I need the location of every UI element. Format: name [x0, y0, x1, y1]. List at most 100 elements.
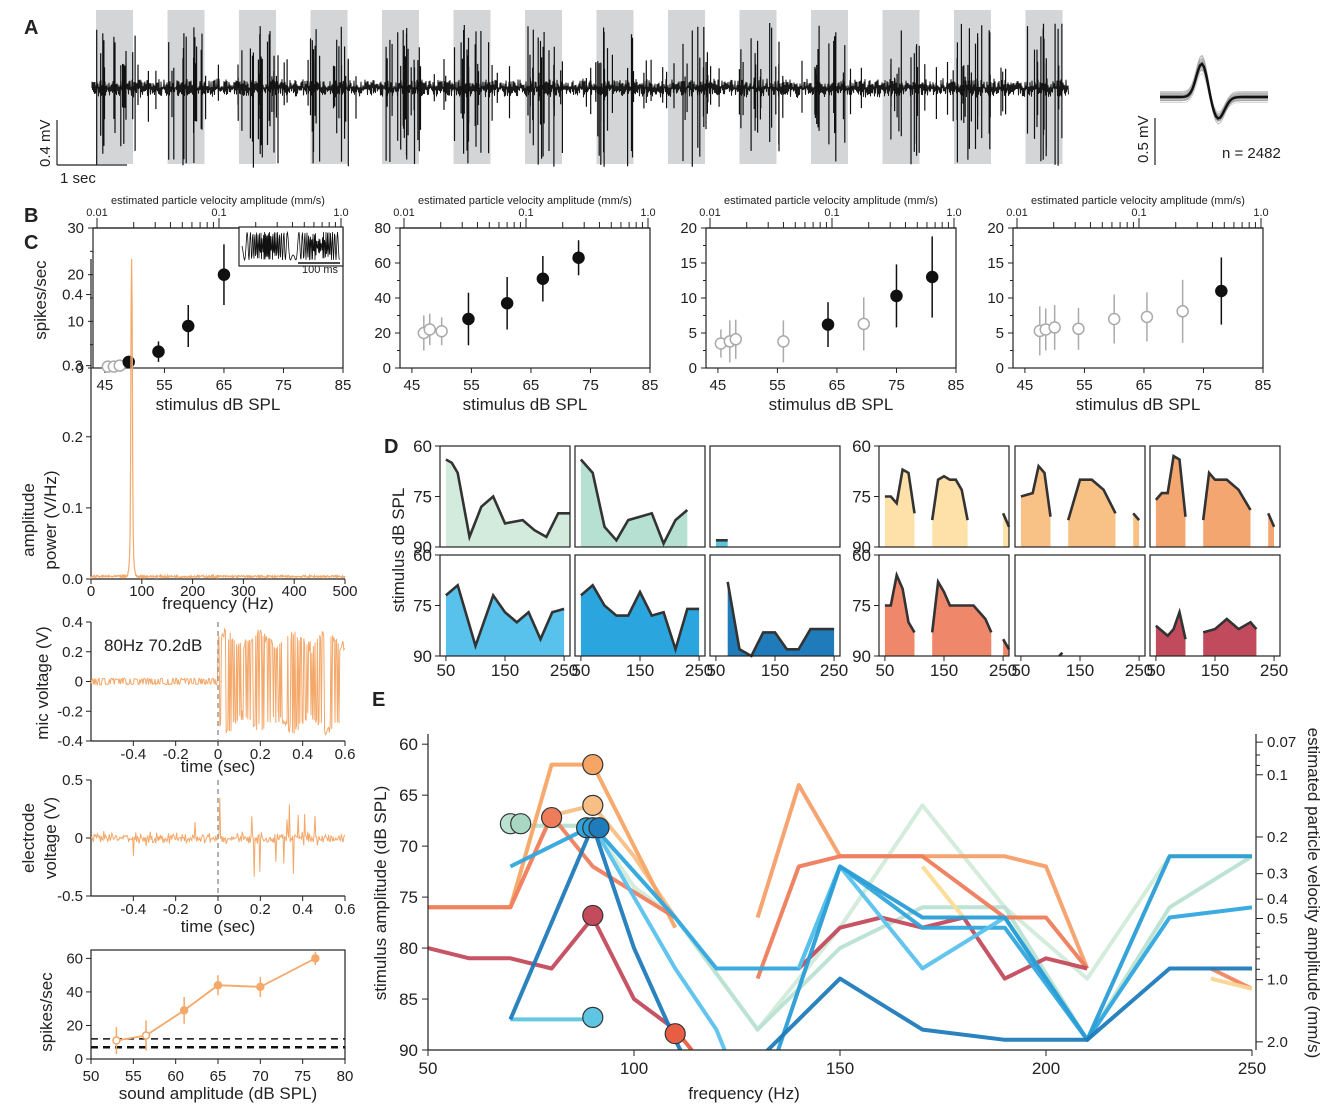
tuning-subplot: 50 150 250	[1011, 554, 1153, 680]
rate-ylabel: spikes/sec	[37, 972, 56, 1052]
y-tick-label: 0.1	[62, 500, 83, 517]
y-tick-label: 60	[413, 546, 432, 565]
x-tick-label: 75	[275, 377, 292, 394]
y-tick-label: 10	[680, 290, 697, 307]
rate-level-plot: 50 55 60 65 70 75 80 0 20 40 60	[66, 949, 353, 1085]
x-tick-label: 250	[1260, 661, 1288, 680]
y-tick-label: 60	[66, 950, 83, 967]
y-tick-label: 20	[680, 220, 697, 237]
e-ylabel: stimulus amplitude (dB SPL)	[371, 786, 390, 1000]
x-tick-label: 55	[125, 1068, 142, 1085]
mic-ylabel: mic voltage (V)	[33, 626, 52, 739]
y-tick-label: 90	[852, 538, 871, 557]
data-point	[217, 268, 231, 281]
data-point	[112, 1036, 121, 1045]
y-tick-label: 5	[689, 325, 697, 342]
tuning-series	[797, 915, 1088, 981]
tuning-line	[884, 467, 916, 514]
x-tick-label: 50	[419, 1059, 438, 1078]
y-tick-label: 90	[399, 1041, 418, 1060]
tuning-line	[1154, 454, 1187, 517]
tuning-line	[930, 474, 969, 521]
top-tick-label: 0.01	[1006, 207, 1027, 219]
x-tick-label: 45	[404, 377, 421, 394]
tuning-subplot: 50 150 250	[706, 554, 848, 680]
x-tick-label: 150	[826, 1059, 854, 1078]
x-tick-label: 75	[294, 1068, 311, 1085]
x-tick-label: 250	[1238, 1059, 1266, 1078]
wave-scale: 0.5 mV	[1135, 115, 1152, 163]
x-tick-label: 0	[214, 901, 222, 918]
y-tick-label: 15	[987, 255, 1004, 272]
y-tick-label: -0.5	[57, 888, 83, 905]
tuning-line	[1201, 469, 1252, 521]
data-point	[500, 297, 514, 310]
y-tick-label: 0	[996, 360, 1004, 377]
rate-line	[116, 957, 316, 1042]
x-tick-label: 50	[83, 1068, 100, 1085]
top-tick-label: 0.01	[393, 207, 414, 219]
e-xlabel: frequency (Hz)	[688, 1084, 799, 1103]
right-tick-label: 0.5	[1267, 911, 1288, 928]
x-tick-label: 85	[642, 377, 659, 394]
tuning-area	[715, 540, 728, 547]
x-tick-label: 150	[930, 661, 958, 680]
x-tick-label: 60	[167, 1068, 184, 1085]
top-tick-label: 1.0	[640, 207, 655, 219]
x-tick-label: 400	[282, 583, 307, 600]
y-tick-label: 90	[413, 538, 432, 557]
subplot-frame	[1014, 554, 1146, 657]
spike-waveform	[1160, 54, 1268, 125]
best-frequency-marker	[510, 813, 532, 835]
tuning-area	[884, 469, 915, 547]
scale-time: 1 sec	[60, 170, 96, 187]
data-point	[1215, 284, 1228, 298]
x-tick-label: 0.6	[335, 901, 356, 918]
best-frequency-marker	[664, 1023, 686, 1045]
x-tick-label: 65	[210, 1068, 227, 1085]
tuning-area	[1133, 513, 1140, 547]
tuning-area	[1068, 479, 1116, 547]
tuning-series	[765, 966, 1252, 1050]
data-point	[435, 325, 448, 338]
x-axis-label: stimulus dB SPL	[1076, 395, 1201, 414]
tuning-line	[1267, 512, 1276, 528]
y-tick-label: 80	[374, 220, 391, 237]
panel-letter-e: E	[372, 689, 385, 711]
top-axis-label: estimated particle velocity amplitude (m…	[724, 195, 938, 207]
x-tick-label: 250	[820, 661, 848, 680]
best-frequency-marker	[540, 806, 563, 829]
x-tick-label: 0	[214, 746, 222, 763]
best-frequency-marker	[582, 1006, 604, 1028]
tuning-line	[930, 577, 993, 633]
x-tick-label: 100	[620, 1059, 648, 1078]
rate-plot-3: 45 55 65 75 85 0 5 10 15 20 stimulus dB SPL 0.01 0.1…	[680, 195, 964, 414]
x-tick-label: 250	[989, 661, 1017, 680]
best-frequency-marker	[582, 794, 604, 816]
y-tick-label: 0.2	[62, 429, 83, 446]
top-axis-label: estimated particle velocity amplitude (m…	[418, 195, 632, 207]
rate-xlabel: sound amplitude (dB SPL)	[119, 1084, 317, 1103]
spectrum-line	[90, 258, 346, 580]
y-tick-label: 75	[413, 488, 432, 507]
x-tick-label: 50	[571, 661, 590, 680]
tuning-subplot: 50 150 250	[571, 554, 713, 680]
x-tick-label: 150	[1066, 661, 1094, 680]
x-tick-label: 75	[582, 377, 599, 394]
y-tick-label: 60	[374, 255, 391, 272]
x-tick-label: 150	[626, 661, 654, 680]
x-tick-label: 50	[1146, 661, 1165, 680]
right-tick-label: 1.0	[1267, 972, 1288, 989]
data-point	[311, 954, 320, 963]
x-tick-label: 50	[1011, 661, 1030, 680]
y-tick-label: 20	[66, 1017, 83, 1034]
waveform-mean	[1160, 62, 1268, 120]
tuning-subplot: 50 150 250	[1146, 554, 1288, 680]
tuning-line	[445, 583, 565, 651]
data-point	[1048, 321, 1061, 334]
y-tick-label: 75	[852, 597, 871, 616]
elec-ylabel2: voltage (V)	[41, 797, 60, 879]
